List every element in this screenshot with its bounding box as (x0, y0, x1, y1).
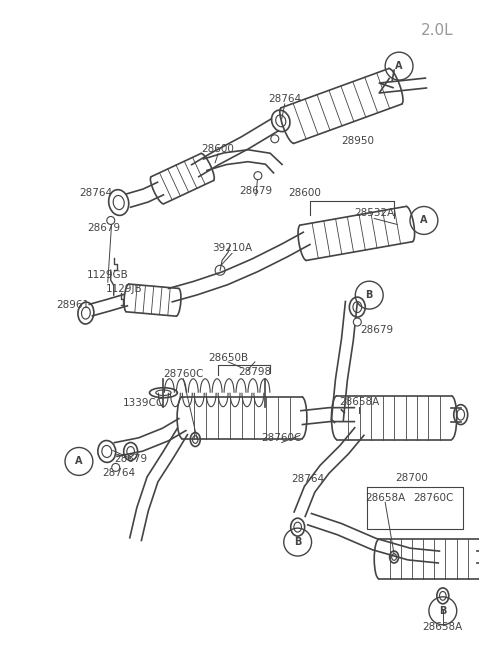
Text: 28658A: 28658A (365, 493, 405, 503)
Circle shape (112, 464, 120, 472)
Text: 28700: 28700 (396, 474, 429, 483)
Text: 28760C: 28760C (414, 493, 454, 503)
Text: A: A (396, 61, 403, 71)
Circle shape (254, 172, 262, 179)
Text: 28764: 28764 (291, 474, 324, 484)
Text: 28760C: 28760C (163, 369, 204, 379)
Text: 28679: 28679 (114, 455, 147, 464)
Text: 28600: 28600 (288, 187, 321, 198)
Text: 1129JB: 1129JB (106, 284, 142, 294)
Text: 28679: 28679 (240, 185, 273, 196)
Text: 28650B: 28650B (208, 353, 248, 363)
Text: 28679: 28679 (360, 325, 394, 335)
Text: 28532A: 28532A (354, 208, 395, 219)
Text: 1129GB: 1129GB (87, 271, 129, 280)
Text: B: B (439, 606, 446, 616)
Text: 28950: 28950 (341, 136, 374, 146)
Circle shape (353, 318, 361, 326)
Text: 28764: 28764 (80, 187, 113, 198)
Circle shape (271, 135, 279, 143)
Circle shape (215, 265, 225, 275)
Text: A: A (75, 457, 83, 466)
Circle shape (107, 216, 115, 225)
Text: 28798: 28798 (239, 367, 272, 377)
Text: 39210A: 39210A (212, 244, 252, 253)
Text: A: A (420, 215, 428, 225)
Text: 28658A: 28658A (339, 397, 379, 407)
Text: 28760C: 28760C (262, 432, 302, 443)
Text: 2.0L: 2.0L (421, 24, 454, 38)
Text: 1339CC: 1339CC (123, 398, 164, 407)
Text: B: B (366, 290, 373, 300)
Text: 28764: 28764 (268, 94, 301, 104)
Text: 28679: 28679 (87, 223, 120, 233)
Text: 28600: 28600 (202, 143, 235, 154)
Text: B: B (294, 537, 301, 547)
Text: 28658A: 28658A (423, 622, 463, 631)
Text: 28961: 28961 (57, 300, 90, 310)
Text: 28764: 28764 (102, 468, 135, 478)
